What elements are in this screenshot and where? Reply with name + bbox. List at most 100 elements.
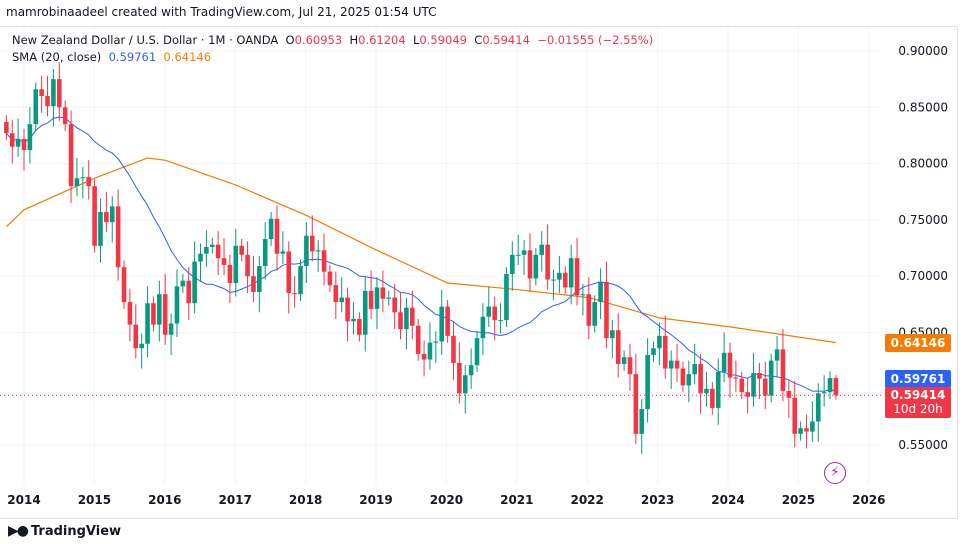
x-tick-label: 2021 [500,493,533,507]
candle-body [198,253,203,262]
sma-legend: SMA (20, close) 0.59761 0.64146 [12,49,653,66]
last-price-tag: 0.59414 10d 20h [885,387,951,418]
candle-body [251,276,256,292]
alert-lightning-icon[interactable]: ⚡ [824,462,846,484]
candle-body [498,320,503,322]
low-label: L [413,33,420,47]
candle-body [657,335,662,349]
candle-body [315,250,321,252]
candle-body [57,79,62,108]
candle-body [286,251,292,294]
candle-body [457,362,462,394]
candle-body [133,324,139,349]
candle-body [827,378,833,393]
candle-body [492,306,497,321]
candle-body [174,286,180,324]
candle-body [68,124,74,187]
candle-body [268,218,274,240]
candle-body [221,258,227,265]
candle-body [127,302,133,325]
y-tick-label: 0.90000 [898,44,948,58]
y-tick-label: 0.55000 [898,438,948,452]
candle-body [710,388,715,408]
last-price: 0.59414 [890,388,946,402]
candle-body [362,290,368,335]
candle-body [604,281,609,339]
candle-body [757,373,762,379]
candle-body [504,273,509,321]
candle-body [733,377,739,379]
candle-body [686,374,692,386]
candle-body [786,391,792,398]
high-label: H [349,33,359,47]
candle-body [45,96,50,107]
candle-body [763,378,768,396]
candle-body [333,285,339,303]
x-tick-label: 2018 [289,493,322,507]
candle-body [21,138,27,151]
candle-body [80,177,86,179]
candle-body [145,303,150,344]
candle-body [186,280,192,304]
candle-body [439,306,445,342]
candle-body [274,218,280,254]
candle-body [451,335,456,363]
candle-body [651,348,656,356]
candle-body [486,306,492,317]
candle-body [745,392,750,397]
x-tick-label: 2022 [570,493,603,507]
candle-body [298,266,303,295]
candle-body [551,279,556,281]
x-tick-label: 2014 [7,493,40,507]
y-tick-label: 0.70000 [898,269,948,283]
tradingview-logo-icon: ▶● [8,523,29,539]
x-tick-label: 2019 [359,493,392,507]
candle-body [368,290,374,309]
candle-body [98,212,103,246]
candle-body [521,250,527,255]
candle-body [574,258,580,296]
candle-body [674,360,680,369]
candle-body [262,239,268,267]
candle-body [462,375,468,394]
candle-body [292,293,297,295]
candle-body [192,261,197,304]
candle-body [598,281,603,303]
candle-body [151,303,156,325]
candle-body [698,364,703,394]
candle-body [33,89,39,125]
candle-body [215,244,221,259]
candle-body [415,325,421,354]
candle-body [680,368,686,386]
candle-body [815,393,821,422]
candle-body [309,235,315,252]
candle-body [645,355,650,410]
candle-body [621,357,627,365]
candle-body [321,250,327,272]
candle-body [615,330,621,365]
candle-body [804,428,809,432]
candle-body [345,297,350,322]
high-value: 0.61204 [358,33,406,47]
symbol-title[interactable]: New Zealand Dollar / U.S. Dollar · 1M · … [12,33,279,47]
sma-title[interactable]: SMA (20, close) [12,50,102,64]
candle-body [610,330,615,339]
chart-frame [0,26,958,519]
candle-body [15,138,21,147]
low-value: 0.59049 [419,33,467,47]
candle-body [557,272,562,280]
candle-body [833,378,839,396]
candle-body [157,294,162,325]
candle-body [180,280,186,287]
candle-body [357,318,362,335]
candle-body [27,124,33,151]
candle-body [168,323,174,335]
close-value: 0.59414 [482,33,530,47]
x-tick-label: 2023 [641,493,674,507]
candle-body [510,254,515,274]
candle-body [233,245,239,283]
close-label: C [474,33,483,47]
candle-body [433,341,439,343]
candle-body [74,178,80,187]
